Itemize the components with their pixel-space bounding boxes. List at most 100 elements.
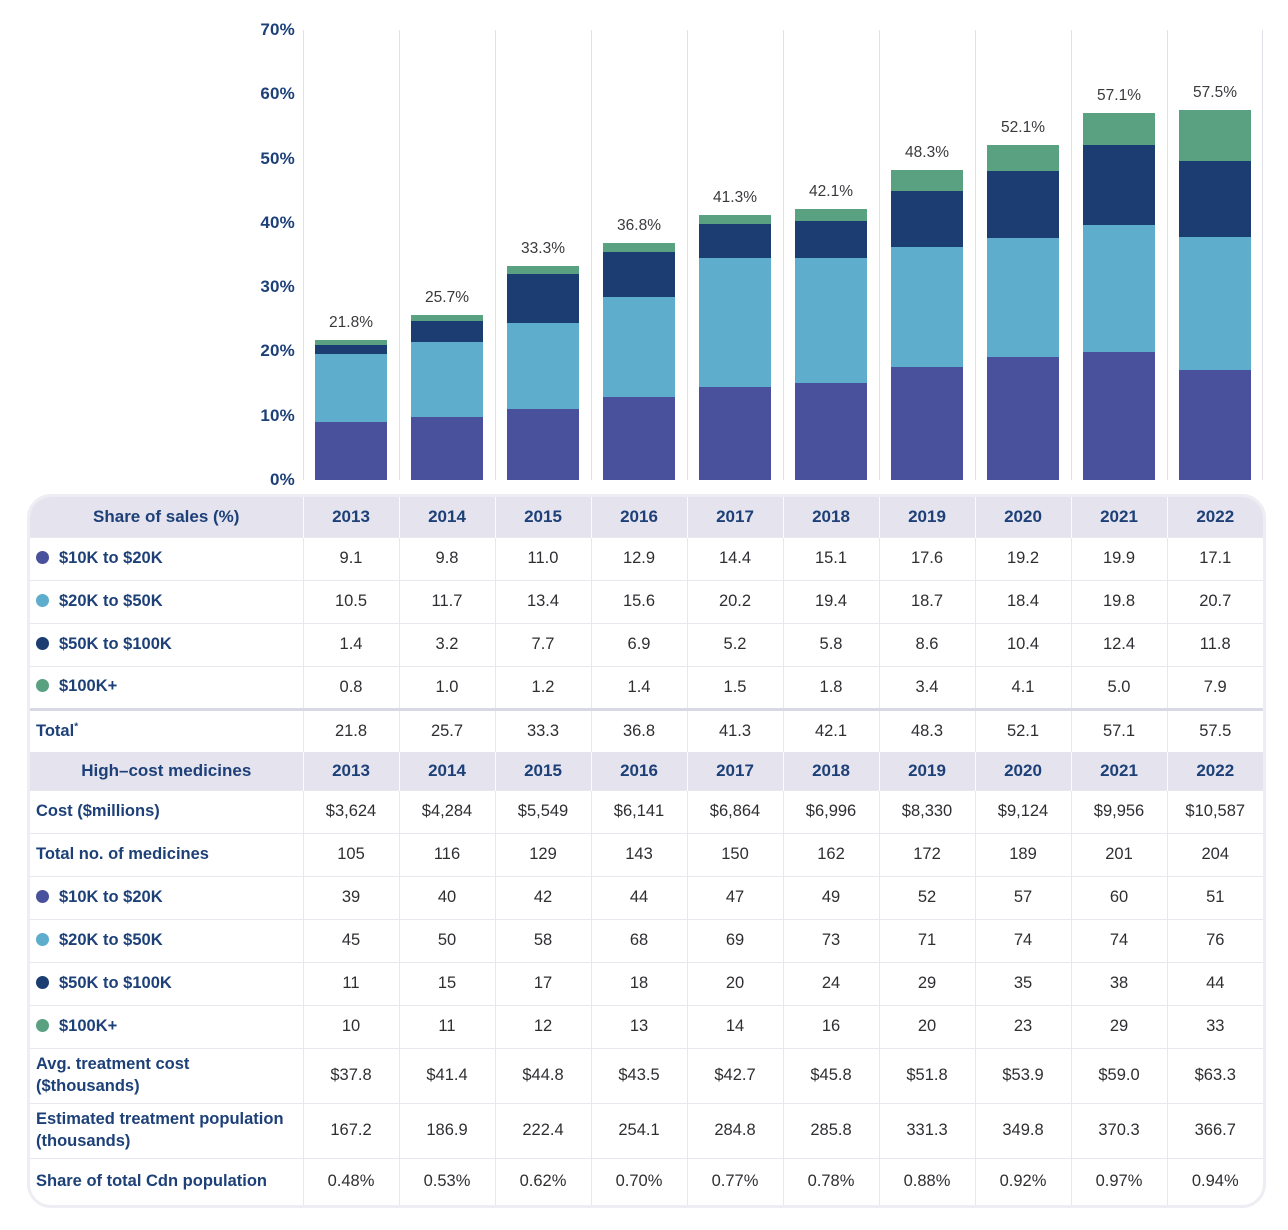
table-cell: 172 — [878, 832, 975, 876]
row-label: $100K+ — [30, 665, 303, 709]
year-column-header: 2022 — [1166, 752, 1263, 790]
row-label: Estimated treatment population (thousands… — [30, 1102, 303, 1158]
y-axis-tick-label: 60% — [260, 84, 295, 104]
table-cell: 52 — [878, 875, 975, 919]
table-cell: 25.7 — [398, 707, 495, 752]
table-cell: 14.4 — [686, 536, 783, 580]
year-column-header: 2018 — [782, 497, 879, 537]
table-cell: 11.0 — [494, 536, 591, 580]
bar-segment — [411, 321, 483, 342]
year-column-header: 2015 — [494, 752, 591, 790]
table-cell: $51.8 — [878, 1047, 975, 1103]
bar-segment — [1083, 352, 1155, 480]
table-cell: $3,624 — [302, 789, 399, 833]
bar-segment — [1179, 237, 1251, 371]
table-row: Cost ($millions) $3,624 $4,284 $5,549 $6,141… — [30, 789, 1263, 833]
table-cell: 3.4 — [878, 665, 975, 709]
table-cell: 8.6 — [878, 622, 975, 666]
table-cell: 13 — [590, 1004, 687, 1048]
row-label: $20K to $50K — [30, 579, 303, 623]
table-cell: 17.6 — [878, 536, 975, 580]
table-cell: 0.53% — [398, 1157, 495, 1205]
y-axis-tick-label: 70% — [260, 20, 295, 39]
bar-total-label: 57.1% — [1097, 86, 1141, 104]
bar-segment — [315, 345, 387, 354]
row-label: $10K to $20K — [30, 875, 303, 919]
year-column-header: 2018 — [782, 752, 879, 790]
row-label-line: (thousands) — [36, 1131, 131, 1150]
row-label: Total* — [30, 707, 303, 752]
legend-dot — [36, 1018, 49, 1032]
bar-segment — [411, 314, 483, 322]
table-cell: 15.6 — [590, 579, 687, 623]
row-label: $50K to $100K — [30, 622, 303, 666]
table-cell: 0.92% — [974, 1157, 1071, 1205]
year-column-header: 2013 — [302, 752, 399, 790]
table-cell: 40 — [398, 875, 495, 919]
table-cell: 11.8 — [1166, 622, 1263, 666]
table-cell: 57 — [974, 875, 1071, 919]
bar-segment — [1083, 145, 1155, 225]
table-cell: 0.88% — [878, 1157, 975, 1205]
bar-segment — [603, 397, 675, 480]
table-cell: 11 — [302, 961, 399, 1005]
table-cell: 69 — [686, 918, 783, 962]
gridline — [687, 30, 688, 480]
table-cell: 15.1 — [782, 536, 879, 580]
table-cell: 1.4 — [302, 622, 399, 666]
table-cell: 23 — [974, 1004, 1071, 1048]
bar-segment — [411, 417, 483, 480]
table-cell: 116 — [398, 832, 495, 876]
table-cell: 33.3 — [494, 707, 591, 752]
table-cell: 29 — [1070, 1004, 1167, 1048]
table-cell: 349.8 — [974, 1102, 1071, 1158]
year-column-header: 2019 — [878, 497, 975, 537]
table-cell: 44 — [590, 875, 687, 919]
table-cell: $9,124 — [974, 789, 1071, 833]
bar-total-label: 52.1% — [1001, 119, 1045, 137]
table-cell: 3.2 — [398, 622, 495, 666]
table-cell: 9.1 — [302, 536, 399, 580]
gridline — [1262, 30, 1263, 480]
table-row: $20K to $50K 45 50 58 68 69 73 71 74 74 76 — [30, 918, 1263, 962]
row-label: $10K to $20K — [30, 536, 303, 580]
table-cell: 57.5 — [1166, 707, 1263, 752]
table-cell: 162 — [782, 832, 879, 876]
bar-segment — [987, 238, 1059, 357]
table-row: $50K to $100K 11 15 17 18 20 24 29 35 38 44 — [30, 961, 1263, 1005]
table-cell: 21.8 — [302, 707, 399, 752]
table-cell: 150 — [686, 832, 783, 876]
bar-segment — [1179, 110, 1251, 162]
year-column-header: 2019 — [878, 752, 975, 790]
table-cell: 14 — [686, 1004, 783, 1048]
table-cell: 38 — [1070, 961, 1167, 1005]
bar-segment — [1083, 112, 1155, 146]
bar-segment — [1179, 370, 1251, 480]
table-cell: 16 — [782, 1004, 879, 1048]
bar-segment — [603, 243, 675, 253]
section-header-row: Share of sales (%) 2013 2014 2015 2016 2017 20… — [30, 497, 1263, 537]
table-cell: 45 — [302, 918, 399, 962]
bar-segment — [891, 246, 963, 367]
row-label-line: Avg. treatment cost — [36, 1055, 190, 1074]
table-cell: 11.7 — [398, 579, 495, 623]
bar-segment — [891, 191, 963, 247]
gridline — [399, 30, 400, 480]
table-cell: 41.3 — [686, 707, 783, 752]
table-cell: $4,284 — [398, 789, 495, 833]
table-cell: 51 — [1166, 875, 1263, 919]
table-cell: 17 — [494, 961, 591, 1005]
table-cell: 18.4 — [974, 579, 1071, 623]
table-cell: 222.4 — [494, 1102, 591, 1158]
table-cell: 15 — [398, 961, 495, 1005]
table-cell: 73 — [782, 918, 879, 962]
table-cell: 143 — [590, 832, 687, 876]
year-column-header: 2020 — [974, 497, 1071, 537]
row-label-line: ($thousands) — [36, 1076, 140, 1095]
table-cell: 74 — [974, 918, 1071, 962]
table-cell: 29 — [878, 961, 975, 1005]
table-cell: $45.8 — [782, 1047, 879, 1103]
table-cell: 1.8 — [782, 665, 879, 709]
bar-segment — [315, 421, 387, 480]
table-cell: 7.7 — [494, 622, 591, 666]
